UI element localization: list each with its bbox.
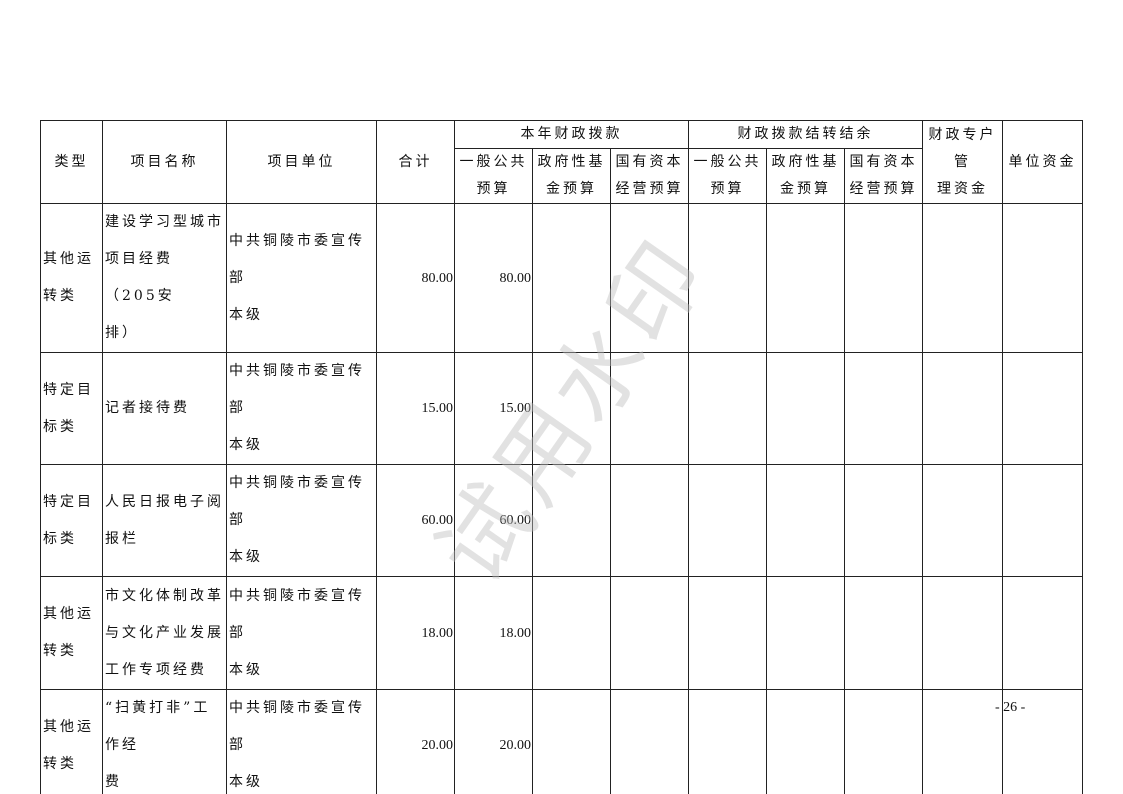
subheader: 一般公共 预算 — [688, 148, 767, 204]
subheader: 政府性基 金预算 — [766, 148, 845, 204]
cell-general-budget: 60.00 — [454, 464, 533, 577]
cell-empty — [688, 464, 767, 577]
cell-total: 20.00 — [376, 689, 455, 794]
cell-empty — [844, 689, 923, 794]
table-row: 其他运 转类 “扫黄打非”工作经 费中共铜陵市委宣传部 本级 20.00 20.00 — [40, 689, 1083, 794]
cell-empty — [766, 689, 845, 794]
cell-type: 其他运 转类 — [40, 203, 103, 353]
cell-type: 其他运 转类 — [40, 689, 103, 794]
header-unit: 项目单位 — [226, 120, 377, 204]
cell-empty — [766, 576, 845, 690]
cell-empty — [610, 352, 689, 465]
cell-empty — [688, 689, 767, 794]
cell-general-budget: 18.00 — [454, 576, 533, 690]
cell-empty — [844, 203, 923, 353]
cell-type: 其他运 转类 — [40, 576, 103, 690]
cell-empty — [532, 464, 611, 577]
table-row: 其他运 转类 市文化体制改革 与文化产业发展 工作专项经费 中共铜陵市委宣传部 本级… — [40, 576, 1083, 690]
cell-general-budget: 15.00 — [454, 352, 533, 465]
cell-empty — [610, 576, 689, 690]
table-row: 其他运 转类 建设学习型城市 项目经费（205安 排） 中共铜陵市委宣传部 本级 80… — [40, 203, 1083, 353]
header-carryover: 财政拨款结转结余 — [688, 120, 923, 149]
cell-empty — [844, 576, 923, 690]
cell-name: 建设学习型城市 项目经费（205安 排） — [102, 203, 227, 353]
cell-unit: 中共铜陵市委宣传部 本级 — [226, 689, 377, 794]
cell-empty — [922, 352, 1003, 465]
header-total: 合计 — [376, 120, 455, 204]
cell-empty — [532, 689, 611, 794]
header-current-year: 本年财政拨款 — [454, 120, 689, 149]
header-special-account: 财政专户管 理资金 — [922, 120, 1003, 204]
cell-empty — [922, 464, 1003, 577]
page-number: - 26 - — [995, 700, 1026, 715]
cell-general-budget: 80.00 — [454, 203, 533, 353]
cell-empty — [1002, 352, 1083, 465]
cell-empty — [1002, 689, 1083, 794]
cell-empty — [766, 203, 845, 353]
cell-empty — [610, 689, 689, 794]
cell-empty — [922, 689, 1003, 794]
header-type: 类型 — [40, 120, 103, 204]
cell-empty — [1002, 464, 1083, 577]
cell-total: 18.00 — [376, 576, 455, 690]
cell-name: “扫黄打非”工作经 费 — [102, 689, 227, 794]
cell-empty — [844, 464, 923, 577]
header-name: 项目名称 — [102, 120, 227, 204]
cell-unit: 中共铜陵市委宣传部 本级 — [226, 464, 377, 577]
cell-empty — [766, 352, 845, 465]
cell-empty — [1002, 576, 1083, 690]
cell-name: 市文化体制改革 与文化产业发展 工作专项经费 — [102, 576, 227, 690]
cell-total: 60.00 — [376, 464, 455, 577]
cell-empty — [610, 203, 689, 353]
cell-empty — [766, 464, 845, 577]
cell-empty — [688, 203, 767, 353]
cell-empty — [688, 352, 767, 465]
cell-total: 15.00 — [376, 352, 455, 465]
subheader: 一般公共 预算 — [454, 148, 533, 204]
subheader: 国有资本 经营预算 — [610, 148, 689, 204]
budget-table: 类型 项目名称 项目单位 合计 本年财政拨款 财政拨款结转结余 财政专户管 理资… — [40, 120, 1083, 794]
cell-unit: 中共铜陵市委宣传部 本级 — [226, 576, 377, 690]
cell-name: 记者接待费 — [102, 352, 227, 465]
cell-total: 80.00 — [376, 203, 455, 353]
cell-empty — [532, 352, 611, 465]
cell-name: 人民日报电子阅 报栏 — [102, 464, 227, 577]
cell-empty — [1002, 203, 1083, 353]
header-own-funds: 单位资金 — [1002, 120, 1083, 204]
table-row: 特定目 标类 人民日报电子阅 报栏 中共铜陵市委宣传部 本级 60.00 60.00 — [40, 464, 1083, 577]
cell-empty — [532, 203, 611, 353]
cell-empty — [844, 352, 923, 465]
cell-unit: 中共铜陵市委宣传部 本级 — [226, 352, 377, 465]
cell-empty — [922, 576, 1003, 690]
cell-type: 特定目 标类 — [40, 464, 103, 577]
table-row: 特定目 标类 记者接待费 中共铜陵市委宣传部 本级 15.00 15.00 — [40, 352, 1083, 465]
cell-type: 特定目 标类 — [40, 352, 103, 465]
cell-unit: 中共铜陵市委宣传部 本级 — [226, 203, 377, 353]
cell-empty — [922, 203, 1003, 353]
cell-general-budget: 20.00 — [454, 689, 533, 794]
subheader: 政府性基 金预算 — [532, 148, 611, 204]
cell-empty — [532, 576, 611, 690]
cell-empty — [688, 576, 767, 690]
cell-empty — [610, 464, 689, 577]
subheader: 国有资本 经营预算 — [844, 148, 923, 204]
